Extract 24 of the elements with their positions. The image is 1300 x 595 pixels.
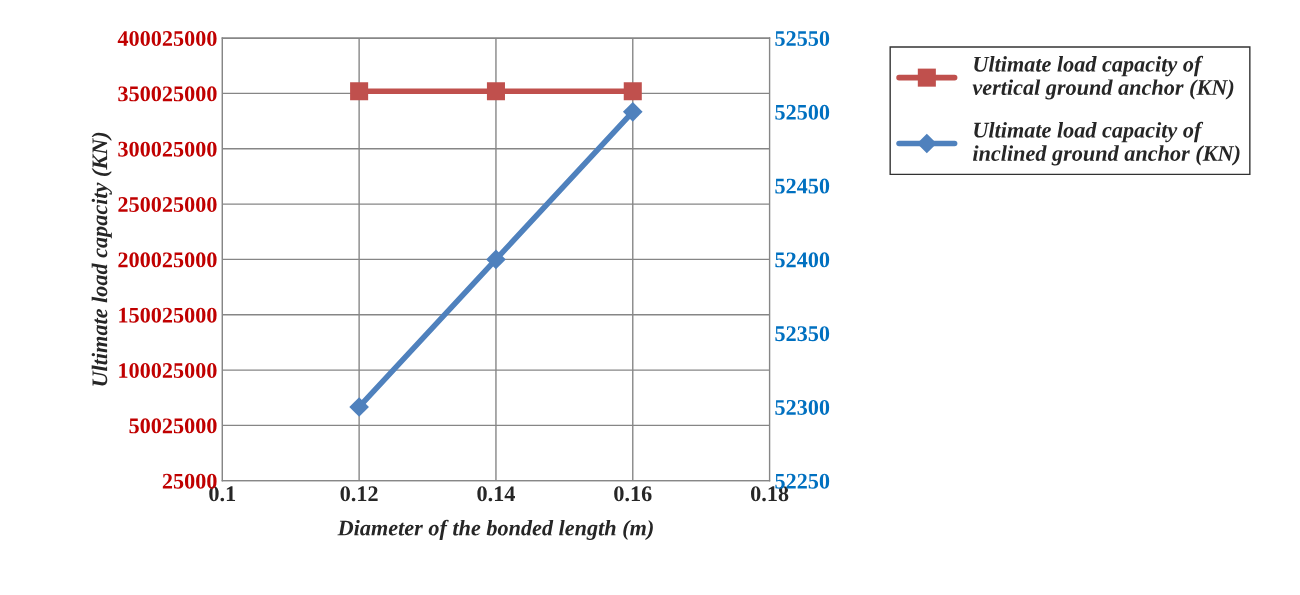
y2-tick-label: 52350 [775, 326, 830, 342]
legend-label: Ultimate load capacity of inclined ground anchor (KN) [972, 121, 1240, 166]
y-tick-label: 250025000 [118, 197, 217, 213]
y-axis-title: Ultimate load capacity (KN) [91, 132, 112, 386]
legend-label: Ultimate load capacity of vertical ground anchor (KN) [972, 55, 1234, 100]
y-tick-label: 400025000 [117, 31, 217, 47]
y2-tick-label: 52550 [775, 31, 830, 47]
y-tick-label: 50025000 [129, 418, 217, 434]
y2-tick-label: 52400 [775, 252, 830, 268]
x-tick-label: 0.12 [340, 486, 378, 502]
y-tick-label: 300025000 [118, 141, 217, 157]
y-tick-label: 150025000 [119, 307, 217, 323]
x-tick-label: 0.14 [477, 486, 515, 502]
y-tick-label: 100025000 [119, 363, 217, 379]
point [349, 397, 369, 417]
x-tick-label: 0.16 [614, 486, 652, 502]
y-tick-label: 200025000 [118, 252, 217, 268]
y2-tick-label: 52500 [775, 104, 830, 120]
y-tick-label: 350025000 [118, 86, 217, 102]
point [622, 102, 643, 122]
x-axis-title: Diameter of the bonded length (m) [337, 519, 653, 541]
y2-tick-label: 52450 [775, 178, 830, 194]
y2-tick-label: 52300 [775, 399, 830, 415]
point [486, 249, 506, 270]
